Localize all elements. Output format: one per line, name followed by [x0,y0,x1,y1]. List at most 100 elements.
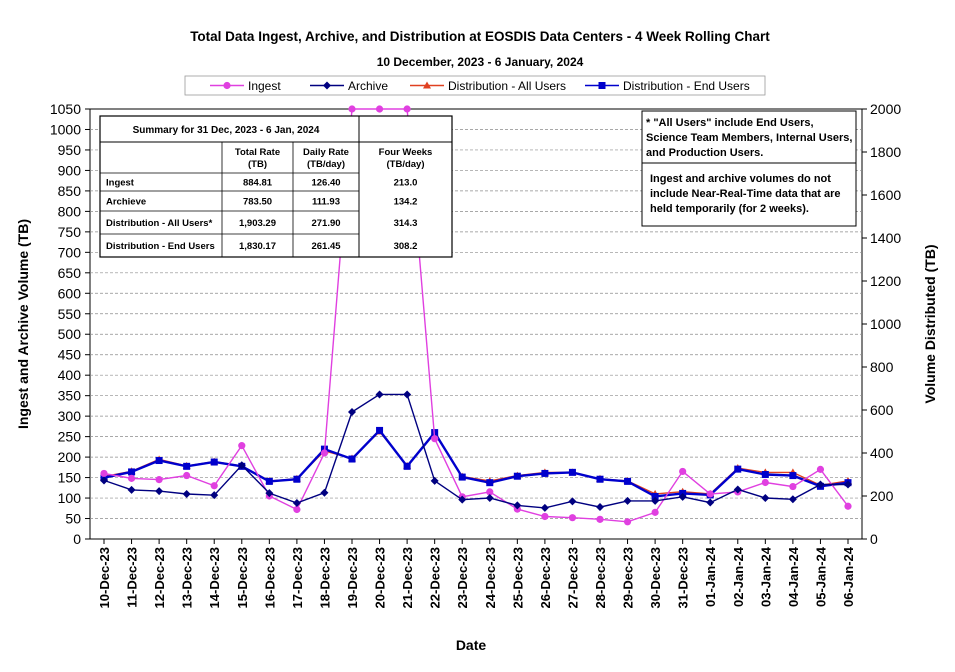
data-point [183,462,191,470]
summary-header-cell: Four Weeks [379,147,433,158]
data-point [403,390,412,399]
data-point [155,476,163,484]
data-point [844,480,852,489]
y-left-tick-label: 450 [58,347,82,363]
summary-header-cell: (TB/day) [307,159,345,170]
x-tick-label: 20-Dec-23 [373,547,388,608]
x-tick-label: 22-Dec-23 [428,547,443,608]
x-tick-label: 31-Dec-23 [676,547,691,608]
data-point [816,465,825,473]
x-tick-label: 29-Dec-23 [621,547,636,608]
x-tick-label: 06-Jan-24 [841,546,856,607]
data-point [761,494,770,503]
summary-cell-value: 1,903.29 [239,218,276,229]
summary-row-label: Ingest [106,178,135,189]
y-left-tick-label: 500 [58,326,82,342]
x-tick-label: 01-Jan-24 [703,546,718,607]
legend-box [184,75,766,96]
data-point [788,495,797,504]
summary-cell-value: 111.93 [312,197,340,208]
data-point [458,495,467,504]
data-point [265,489,274,498]
data-point [293,505,301,514]
legend-entry: Ingest [210,79,281,93]
data-point [679,467,687,476]
summary-cell-value: 314.3 [394,218,418,229]
y-left-tick-label: 950 [58,142,82,158]
y-left-tick-label: 350 [58,388,82,404]
y-right-tick-label: 1600 [870,187,901,203]
note-text: Science Team Members, Internal Users, [646,132,852,144]
data-point [155,487,164,496]
x-tick-label: 17-Dec-23 [290,547,305,608]
data-point [706,490,714,498]
data-point [540,503,549,512]
data-point [844,502,852,510]
y-left-tick-label: 200 [58,449,82,465]
data-point [100,469,108,478]
data-point [320,488,329,497]
y-left-tick-label: 0 [73,531,81,547]
data-point [265,477,273,485]
data-point [127,485,136,494]
summary-cell-value: 308.2 [394,241,418,252]
x-tick-label: 24-Dec-23 [483,547,498,608]
axes: 0 50 100 150 200 250 300 350 400 450 500 550 600 650 7… [50,101,902,608]
x-tick-label: 19-Dec-23 [345,547,360,608]
series-ingest [100,105,852,526]
data-point [375,105,384,113]
summary-cell-value: 884.81 [243,178,273,189]
data-point [568,497,577,506]
series-group [100,105,852,526]
summary-table-frame [99,115,453,258]
legend-label: Distribution - All Users [448,79,566,93]
data-point [320,449,329,457]
x-tick-label: 28-Dec-23 [593,547,608,608]
legend-entry: Archive [310,79,388,93]
x-tick-label: 02-Jan-24 [731,546,746,607]
y-left-tick-label: 50 [65,511,81,527]
legend-entry: Distribution - End Users [585,79,750,93]
legend: Ingest Archive Distribution - All Users Dis… [184,75,766,96]
gridlines [90,129,862,519]
x-tick-label: 16-Dec-23 [262,547,277,608]
data-point [458,473,466,481]
y-right-tick-label: 200 [870,488,894,504]
summary-header-cell: (TB/day) [387,159,425,170]
y-left-tick-label: 850 [58,183,82,199]
note-text: Ingest and archive volumes do not [650,173,831,185]
data-point [403,462,411,470]
data-point [816,480,825,489]
summary-cell-value: 134.2 [394,197,418,208]
data-point [292,498,301,507]
y-axis-right-label: Volume Distributed (TB) [922,244,938,403]
y-right-tick-label: 800 [870,359,894,375]
data-point [348,408,356,417]
y-left-tick-label: 900 [58,162,82,178]
data-point [513,472,521,480]
data-point [513,501,522,510]
data-point [734,465,742,473]
legend-label: Distribution - End Users [623,79,750,93]
x-tick-label: 11-Dec-23 [125,547,140,608]
summary-cell-value: 1,830.17 [239,241,276,252]
x-axis-label: Date [456,637,487,653]
data-point [486,488,494,496]
y-axis-left-label: Ingest and Archive Volume (TB) [15,219,31,429]
data-point [541,512,549,521]
x-tick-label: 03-Jan-24 [758,546,773,607]
data-point [678,492,687,501]
summary-cell-value: 271.90 [311,218,340,229]
summary-row-label: Distribution - All Users* [106,218,213,229]
data-point [596,515,604,523]
data-point [596,475,604,483]
y-left-tick-label: 550 [58,306,82,322]
data-point [375,390,384,399]
data-point [651,492,659,500]
summary-header-cell: (TB) [248,159,267,170]
data-point [485,494,494,503]
x-tick-label: 14-Dec-23 [207,547,222,608]
data-point [598,82,606,89]
legend-label: Ingest [248,79,281,93]
